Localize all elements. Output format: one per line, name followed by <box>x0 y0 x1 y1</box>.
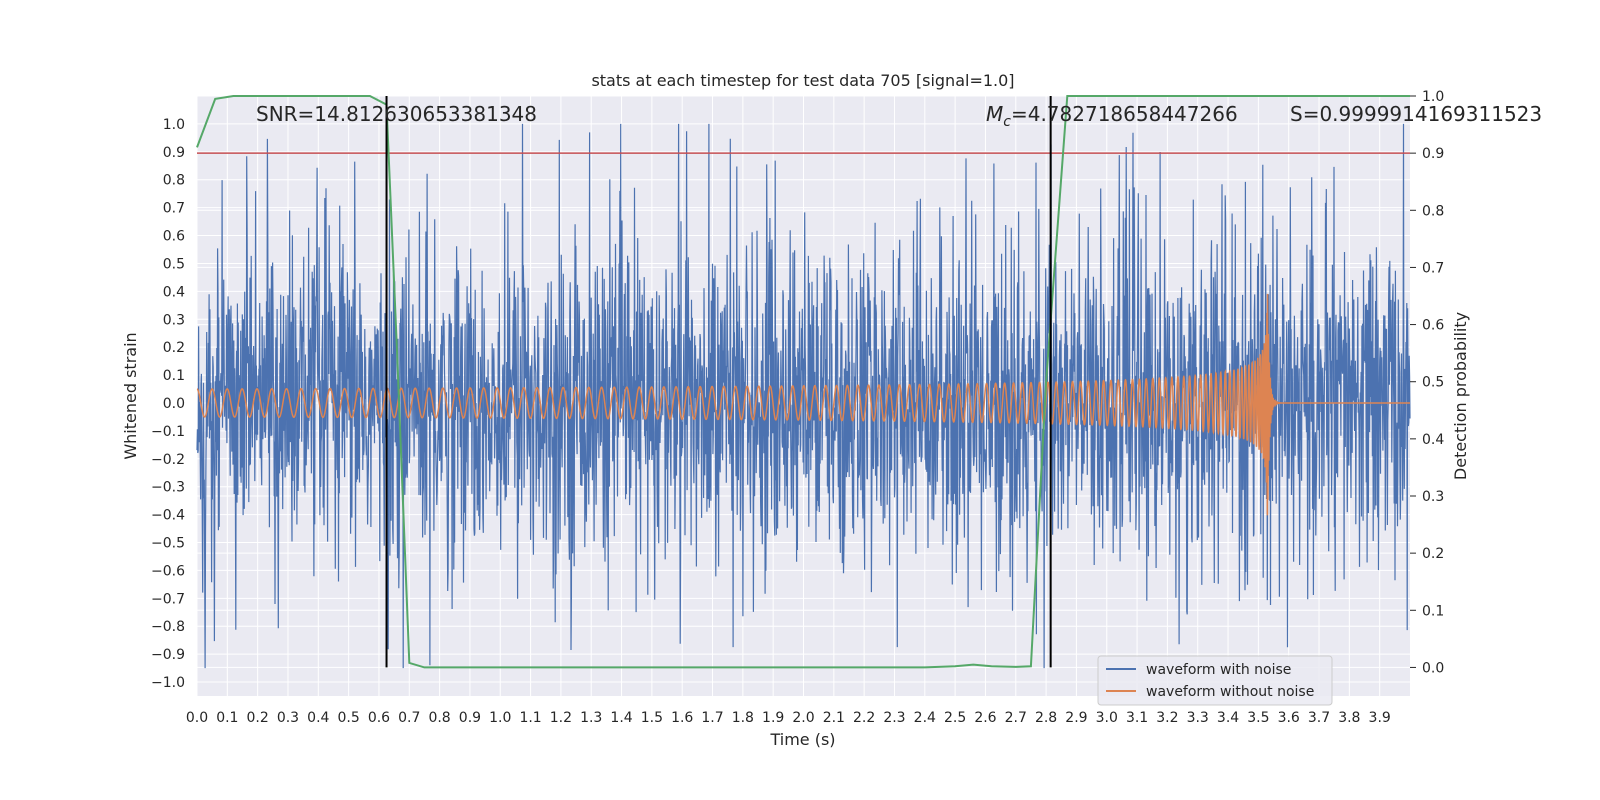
y-tick-label: 0.3 <box>163 312 185 328</box>
y-tick-label: 1.0 <box>163 117 185 133</box>
y-tick-label: 0.4 <box>163 284 185 300</box>
x-tick-label: 3.8 <box>1338 710 1360 726</box>
y-tick-label: −0.8 <box>151 619 185 635</box>
x-tick-label: 0.9 <box>459 710 481 726</box>
mc-symbol: M <box>986 102 1003 126</box>
x-tick-label: 2.9 <box>1065 710 1087 726</box>
y-tick-label: 0.9 <box>163 145 185 161</box>
y-tick-label: −0.2 <box>151 452 185 468</box>
x-tick-label: 1.1 <box>519 710 541 726</box>
y2-tick-label: 0.8 <box>1422 203 1444 219</box>
x-tick-label: 1.8 <box>732 710 754 726</box>
x-tick-label: 3.6 <box>1278 710 1300 726</box>
x-tick-label: 2.6 <box>974 710 996 726</box>
x-tick-label: 0.1 <box>216 710 238 726</box>
x-tick-label: 2.7 <box>1005 710 1027 726</box>
y2-tick-label: 0.1 <box>1422 603 1444 619</box>
x-tick-label: 2.5 <box>944 710 966 726</box>
x-tick-label: 2.1 <box>823 710 845 726</box>
y-tick-label: 0.0 <box>163 396 185 412</box>
ticks: 0.0 0.1 0.2 0.3 0.4 0.5 0.6 0.7 0.8 0.9 1.0 1.1 1.2 1… <box>151 89 1444 726</box>
x-tick-label: 1.2 <box>550 710 572 726</box>
x-tick-label: 2.3 <box>883 710 905 726</box>
y-tick-label: 0.7 <box>163 201 185 217</box>
x-axis-label: Time (s) <box>769 730 835 749</box>
x-tick-label: 0.0 <box>186 710 208 726</box>
y2-tick-label: 0.7 <box>1422 260 1444 276</box>
overlay <box>196 95 1410 669</box>
legend-box <box>1097 655 1333 706</box>
y-tick-label: 0.8 <box>163 173 185 189</box>
y-tick-label: −0.6 <box>151 563 185 579</box>
legend-label-clean: waveform without noise <box>1146 684 1314 700</box>
x-tick-label: 0.8 <box>428 710 450 726</box>
x-tick-label: 2.4 <box>914 710 936 726</box>
mc-subscript: c <box>1003 114 1011 130</box>
x-tick-label: 1.0 <box>489 710 511 726</box>
y-tick-label: 0.5 <box>163 256 185 272</box>
x-tick-label: 3.9 <box>1369 710 1391 726</box>
y-tick-label: −0.7 <box>151 591 185 607</box>
y-tick-label: 0.1 <box>163 368 185 384</box>
y2-tick-label: 0.3 <box>1422 489 1444 505</box>
chart-title: stats at each timestep for test data 705… <box>591 71 1014 90</box>
x-tick-label: 0.6 <box>368 710 390 726</box>
y-tick-label: −0.1 <box>151 424 185 440</box>
y2-tick-label: 0.0 <box>1422 660 1444 676</box>
legend: waveform with noise waveform without noi… <box>1097 655 1333 706</box>
y-axis-label: Whitened strain <box>121 332 140 459</box>
x-tick-label: 0.3 <box>277 710 299 726</box>
x-tick-label: 3.7 <box>1308 710 1330 726</box>
x-tick-label: 2.8 <box>1035 710 1057 726</box>
x-tick-label: 0.7 <box>398 710 420 726</box>
y2-tick-label: 0.9 <box>1422 146 1444 162</box>
x-tick-label: 1.6 <box>671 710 693 726</box>
x-tick-label: 3.3 <box>1187 710 1209 726</box>
x-tick-label: 2.2 <box>853 710 875 726</box>
y2-axis-label: Detection probability <box>1451 312 1470 480</box>
y-tick-label: 0.6 <box>163 229 185 245</box>
x-tick-label: 1.7 <box>701 710 723 726</box>
x-tick-label: 1.9 <box>762 710 784 726</box>
x-tick-label: 2.0 <box>792 710 814 726</box>
x-tick-label: 1.3 <box>580 710 602 726</box>
y-tick-label: −0.5 <box>151 536 185 552</box>
y-tick-label: −1.0 <box>151 675 185 691</box>
mc-value: =4.782718658447266 <box>1011 102 1238 126</box>
x-tick-label: 0.4 <box>307 710 329 726</box>
y2-tick-label: 0.2 <box>1422 546 1444 562</box>
mc-annotation: Mc=4.782718658447266 <box>986 102 1238 130</box>
x-tick-label: 3.2 <box>1156 710 1178 726</box>
x-tick-label: 1.5 <box>641 710 663 726</box>
detection-probability-line <box>196 95 1410 669</box>
snr-annotation: SNR=14.812630653381348 <box>256 102 537 126</box>
x-tick-label: 3.1 <box>1126 710 1148 726</box>
y2-tick-label: 0.6 <box>1422 318 1444 334</box>
y2-tick-label: 0.4 <box>1422 432 1444 448</box>
y-tick-label: −0.3 <box>151 480 185 496</box>
x-tick-label: 3.5 <box>1247 710 1269 726</box>
x-tick-label: 1.4 <box>610 710 632 726</box>
x-tick-label: 3.0 <box>1096 710 1118 726</box>
x-tick-label: 3.4 <box>1217 710 1239 726</box>
y2-tick-label: 0.5 <box>1422 375 1444 391</box>
y-tick-label: 0.2 <box>163 340 185 356</box>
x-tick-label: 0.5 <box>337 710 359 726</box>
legend-label-noise: waveform with noise <box>1146 662 1291 678</box>
y-tick-label: −0.4 <box>151 508 185 524</box>
y2-tick-label: 1.0 <box>1422 89 1444 105</box>
s-annotation: S=0.9999914169311523 <box>1290 102 1542 126</box>
x-tick-label: 0.2 <box>247 710 269 726</box>
y-tick-label: −0.9 <box>151 647 185 663</box>
